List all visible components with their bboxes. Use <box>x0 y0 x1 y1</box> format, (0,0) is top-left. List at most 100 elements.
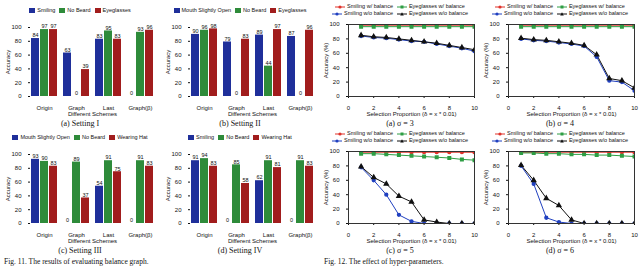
svg-text:Graph(β): Graph(β) <box>128 232 152 238</box>
svg-text:40: 40 <box>493 65 500 71</box>
svg-text:96: 96 <box>146 24 152 30</box>
svg-text:91: 91 <box>105 154 111 160</box>
svg-text:44: 44 <box>265 60 271 66</box>
svg-text:0: 0 <box>130 90 133 96</box>
svg-text:Origin: Origin <box>36 105 52 111</box>
svg-text:60: 60 <box>175 179 182 185</box>
svg-text:Different Schemes: Different Schemes <box>228 111 277 117</box>
svg-text:Selection Proportion (δ = x *: Selection Proportion (δ = x * 0.01) <box>366 238 456 244</box>
svg-text:20: 20 <box>175 80 182 86</box>
svg-text:Different Schemes: Different Schemes <box>68 238 117 244</box>
svg-text:20: 20 <box>333 79 340 85</box>
svg-text:93: 93 <box>137 26 143 32</box>
svg-text:96: 96 <box>201 24 207 30</box>
svg-text:93: 93 <box>32 153 38 159</box>
svg-text:0: 0 <box>290 217 293 223</box>
svg-text:Origin: Origin <box>36 232 52 238</box>
svg-text:10: 10 <box>631 232 638 238</box>
svg-text:Accuracy (%): Accuracy (%) <box>323 43 329 79</box>
svg-text:79: 79 <box>224 36 230 42</box>
svg-text:40: 40 <box>333 192 340 198</box>
svg-text:100: 100 <box>11 24 22 30</box>
svg-text:40: 40 <box>493 192 500 198</box>
svg-text:90: 90 <box>192 28 198 34</box>
svg-text:100: 100 <box>11 151 22 157</box>
svg-text:Accuracy (%): Accuracy (%) <box>483 43 489 79</box>
svg-text:81: 81 <box>274 161 280 167</box>
svg-text:80: 80 <box>333 36 340 42</box>
svg-text:87: 87 <box>288 30 294 36</box>
svg-text:Selection Proportion (δ = x *: Selection Proportion (δ = x * 0.01) <box>366 111 456 117</box>
svg-text:0: 0 <box>66 217 69 223</box>
svg-text:83: 83 <box>96 33 102 39</box>
svg-text:83: 83 <box>210 160 216 166</box>
svg-text:20: 20 <box>175 207 182 213</box>
svg-text:0: 0 <box>336 93 340 99</box>
svg-text:0: 0 <box>507 105 511 111</box>
svg-text:0: 0 <box>496 220 500 226</box>
svg-text:60: 60 <box>175 52 182 58</box>
svg-text:83: 83 <box>114 33 120 39</box>
svg-text:Accuracy (%): Accuracy (%) <box>483 170 489 206</box>
svg-text:60: 60 <box>333 177 340 183</box>
svg-text:60: 60 <box>15 52 22 58</box>
svg-text:20: 20 <box>493 206 500 212</box>
svg-text:0: 0 <box>299 90 302 96</box>
svg-text:0: 0 <box>18 93 22 99</box>
svg-text:Selection Proportion (δ = x *: Selection Proportion (δ = x * 0.01) <box>526 238 616 244</box>
svg-text:0: 0 <box>18 220 22 226</box>
svg-text:97: 97 <box>41 23 47 29</box>
svg-text:40: 40 <box>175 193 182 199</box>
svg-text:62: 62 <box>256 174 262 180</box>
svg-text:20: 20 <box>493 79 500 85</box>
svg-text:89: 89 <box>256 29 262 35</box>
svg-text:83: 83 <box>242 33 248 39</box>
svg-text:20: 20 <box>333 206 340 212</box>
svg-text:60: 60 <box>493 177 500 183</box>
svg-text:Graph(β): Graph(β) <box>288 105 312 111</box>
svg-text:80: 80 <box>175 165 182 171</box>
svg-text:100: 100 <box>171 24 182 30</box>
svg-text:100: 100 <box>329 148 340 154</box>
svg-text:80: 80 <box>15 165 22 171</box>
svg-text:91: 91 <box>297 154 303 160</box>
svg-text:80: 80 <box>333 163 340 169</box>
svg-text:0: 0 <box>178 93 182 99</box>
svg-text:Different Schemes: Different Schemes <box>68 111 117 117</box>
svg-text:20: 20 <box>15 80 22 86</box>
svg-text:89: 89 <box>73 156 79 162</box>
svg-text:0: 0 <box>235 90 238 96</box>
svg-text:91: 91 <box>137 154 143 160</box>
svg-text:100: 100 <box>171 151 182 157</box>
svg-text:0: 0 <box>507 232 511 238</box>
svg-text:94: 94 <box>201 152 207 158</box>
svg-text:58: 58 <box>242 177 248 183</box>
svg-text:Accuracy: Accuracy <box>165 50 171 75</box>
svg-text:80: 80 <box>493 36 500 42</box>
svg-text:97: 97 <box>274 23 280 29</box>
svg-text:40: 40 <box>15 193 22 199</box>
svg-text:0: 0 <box>336 220 340 226</box>
svg-text:Accuracy: Accuracy <box>165 177 171 202</box>
svg-text:40: 40 <box>333 65 340 71</box>
svg-text:Accuracy: Accuracy <box>5 177 11 202</box>
svg-text:0: 0 <box>347 105 351 111</box>
svg-text:60: 60 <box>333 50 340 56</box>
svg-text:Graph(β): Graph(β) <box>128 105 152 111</box>
svg-text:91: 91 <box>192 154 198 160</box>
svg-text:91: 91 <box>265 154 271 160</box>
svg-text:100: 100 <box>329 21 340 27</box>
svg-text:0: 0 <box>347 232 351 238</box>
svg-text:40: 40 <box>175 66 182 72</box>
svg-text:95: 95 <box>105 25 111 31</box>
svg-text:54: 54 <box>96 180 102 186</box>
svg-text:98: 98 <box>210 23 216 29</box>
svg-text:80: 80 <box>493 163 500 169</box>
svg-text:85: 85 <box>233 159 239 165</box>
svg-text:10: 10 <box>471 105 478 111</box>
svg-text:83: 83 <box>146 160 152 166</box>
svg-text:83: 83 <box>50 160 56 166</box>
svg-text:80: 80 <box>175 38 182 44</box>
svg-text:97: 97 <box>50 23 56 29</box>
svg-text:83: 83 <box>306 160 312 166</box>
